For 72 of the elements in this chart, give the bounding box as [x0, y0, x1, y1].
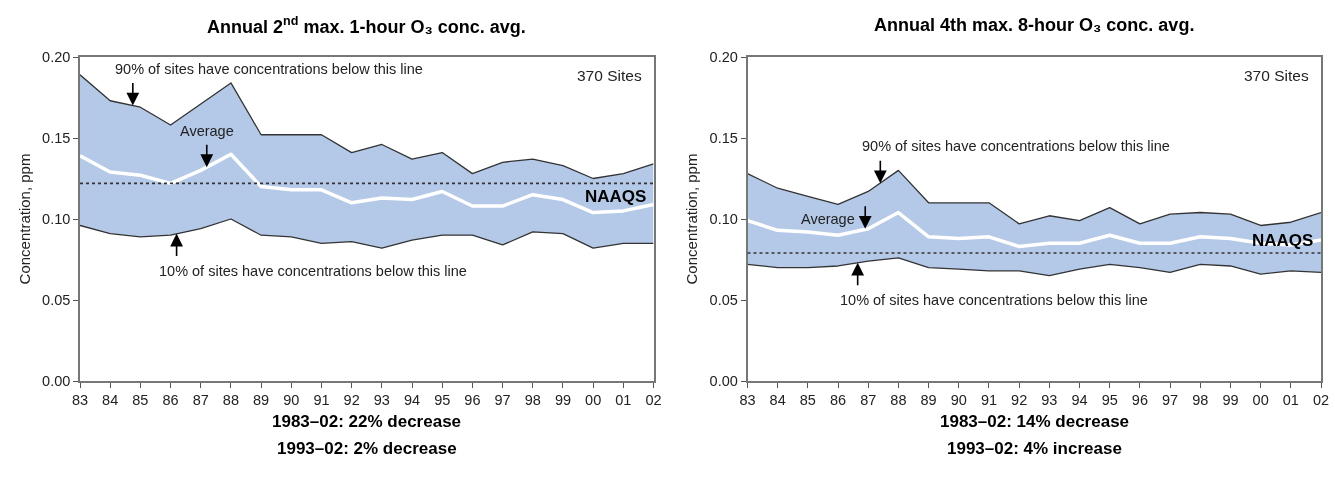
annotation: 90% of sites have concentrations below this line: [862, 138, 1170, 154]
y-axis-title: Concentration, ppm: [683, 153, 701, 285]
y-tick-label: 0.00: [709, 373, 738, 390]
line-series: [80, 218, 654, 249]
ref-line-label: NAAQS: [585, 187, 647, 206]
x-tick-label: 94: [1071, 392, 1088, 409]
x-tick-label: 01: [1282, 392, 1299, 409]
x-tick-label: 98: [524, 392, 541, 409]
annotation: 90% of sites have concentrations below this line: [115, 61, 423, 77]
x-tick-label: 99: [554, 392, 572, 409]
x-tick-label: 01: [615, 392, 632, 409]
x-tick-label: 95: [1101, 392, 1118, 409]
text: 1993–02: 4% increase: [947, 439, 1122, 458]
x-tick-label: 85: [132, 392, 149, 409]
y-tick-label: 0.20: [709, 49, 738, 66]
x-tick-label: 94: [403, 392, 421, 409]
y-tick-label: 0.05: [42, 292, 71, 309]
y-axis-title: Concentration, ppm: [15, 153, 33, 285]
x-tick-label: 97: [1162, 392, 1179, 409]
x-tick-label: 00: [585, 392, 602, 409]
y-tick-label: 0.20: [42, 49, 71, 66]
x-tick-label: 88: [222, 392, 239, 409]
y-tick-label: 0.10: [709, 211, 738, 228]
x-tick-label: 99: [1222, 392, 1239, 409]
x-tick-label: 98: [1192, 392, 1209, 409]
y-tick-label: 0.00: [42, 373, 71, 390]
ref-line-label: NAAQS: [1252, 231, 1314, 250]
x-tick-label: 93: [1041, 392, 1058, 409]
y-tick-label: 0.15: [42, 130, 71, 147]
chart-title: Annual 2$^{nd}$ max. 1-hour O₃ conc. avg.: [207, 14, 526, 37]
x-tick-label: 96: [1131, 392, 1148, 409]
line-series: [80, 152, 654, 215]
line-series: [747, 210, 1321, 249]
x-tick-label: 84: [769, 392, 786, 409]
chart-title: Annual 4th max. 8-hour O₃ conc. avg.: [874, 15, 1195, 35]
line-series: [747, 257, 1321, 277]
text: 1983–02: 14% decrease: [940, 412, 1130, 431]
y-tick-label: 0.15: [709, 130, 738, 147]
x-tick-label: 95: [434, 392, 451, 409]
x-tick-label: 85: [799, 392, 816, 409]
annotation: 10% of sites have concentrations below this line: [159, 263, 467, 279]
y-tick-label: 0.10: [42, 211, 71, 228]
x-tick-label: 88: [890, 392, 907, 409]
text: 1993–02: 2% decrease: [277, 439, 457, 458]
x-tick-label: 96: [464, 392, 481, 409]
x-tick-label: 87: [860, 392, 877, 409]
x-tick-label: 83: [71, 392, 89, 409]
y-tick-label: 0.05: [709, 292, 738, 309]
x-tick-label: 90: [283, 392, 300, 409]
text: 1983–02: 22% decrease: [272, 412, 462, 431]
x-tick-label: 92: [1011, 392, 1028, 409]
x-tick-label: 87: [192, 392, 209, 409]
x-tick-label: 86: [829, 392, 847, 409]
x-tick-label: 97: [494, 392, 511, 409]
x-tick-label: 92: [343, 392, 360, 409]
x-tick-label: 02: [1312, 392, 1330, 409]
x-tick-label: 83: [739, 392, 756, 409]
annotation: Average: [801, 211, 855, 227]
x-tick-label: 91: [980, 392, 998, 409]
annotation: 370 Sites: [1244, 67, 1309, 84]
x-tick-label: 90: [950, 392, 967, 409]
annotation: Average: [180, 123, 234, 139]
x-tick-label: 02: [645, 392, 662, 409]
x-tick-label: 00: [1252, 392, 1269, 409]
annotation: 10% of sites have concentrations below this line: [840, 292, 1148, 308]
x-tick-label: 84: [102, 392, 119, 409]
x-tick-label: 91: [313, 392, 330, 409]
x-tick-label: 86: [162, 392, 179, 409]
x-tick-label: 89: [253, 392, 270, 409]
x-tick-label: 89: [920, 392, 937, 409]
annotation: 370 Sites: [577, 67, 642, 84]
x-tick-label: 93: [373, 392, 390, 409]
